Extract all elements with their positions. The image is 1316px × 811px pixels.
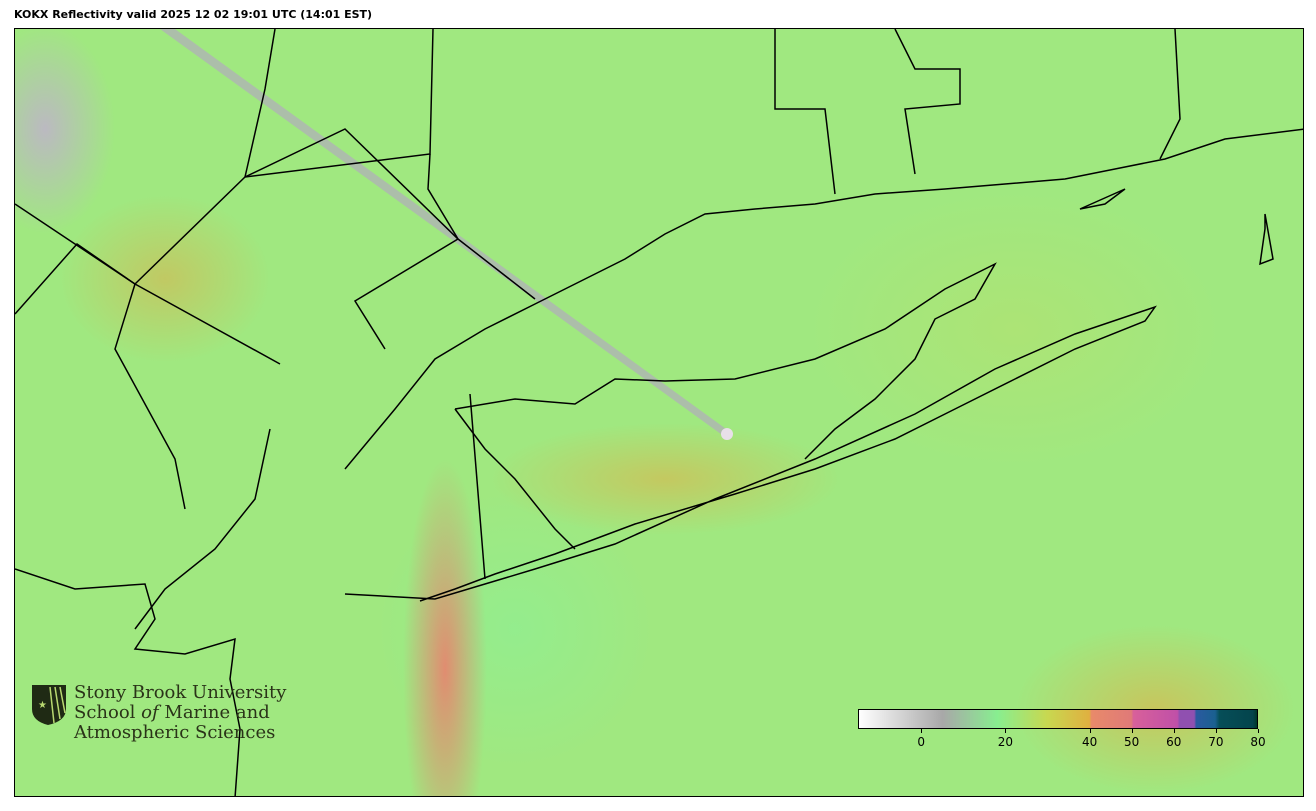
- shoreline-detail: [1259, 213, 1274, 266]
- state-border: [1159, 29, 1181, 160]
- logo-line-2: School of Marine and: [74, 702, 270, 723]
- colorbar-tick-label: 80: [1250, 735, 1266, 749]
- long-island-south-interior: [454, 408, 576, 550]
- radar-map[interactable]: [14, 28, 1304, 797]
- state-border: [353, 238, 459, 350]
- colorbar-tick: [1173, 729, 1175, 733]
- new-jersey-coast: [15, 568, 241, 796]
- colorbar-tick: [1215, 729, 1217, 733]
- beam-artefact: [160, 29, 733, 437]
- hudson-river: [134, 428, 271, 630]
- colorbar-tick-label: 20: [997, 735, 1013, 749]
- state-border: [15, 243, 186, 510]
- colorbar-tick-label: 60: [1166, 735, 1182, 749]
- colorbar-tick-label: 0: [917, 735, 925, 749]
- shoreline-detail: [1079, 188, 1126, 210]
- logo-line-3: Atmospheric Sciences: [74, 722, 276, 743]
- state-border: [15, 203, 281, 365]
- colorbar-tick-label: 70: [1208, 735, 1224, 749]
- connecticut-coast: [344, 128, 1303, 470]
- state-border: [427, 153, 459, 240]
- long-island-coast: [344, 305, 1157, 602]
- colorbar-tick-label: 50: [1124, 735, 1140, 749]
- colorbar-tick: [921, 729, 923, 733]
- svg-text:★: ★: [38, 700, 47, 711]
- colorbar-tick: [1005, 729, 1007, 733]
- colorbar-tick: [1089, 729, 1091, 733]
- reflectivity-colorbar: [858, 709, 1258, 729]
- colorbar-tick: [1131, 729, 1133, 733]
- state-border: [894, 29, 961, 175]
- map-title: KOKX Reflectivity valid 2025 12 02 19:01…: [14, 8, 373, 21]
- shield-logo-icon: ★: [32, 685, 66, 725]
- state-border: [774, 29, 836, 195]
- long-island-north-shore: [454, 262, 997, 460]
- colorbar-tick-label: 40: [1081, 735, 1098, 749]
- sbu-somas-logo: ★ Stony Brook University School of Marin…: [30, 683, 286, 743]
- coastlines-and-borders: [15, 29, 1303, 796]
- state-border: [244, 29, 276, 178]
- colorbar-tick: [1258, 729, 1259, 733]
- radar-site-marker: [721, 428, 733, 440]
- state-border: [469, 393, 486, 580]
- state-border: [134, 128, 536, 300]
- logo-line-1: Stony Brook University: [74, 682, 287, 703]
